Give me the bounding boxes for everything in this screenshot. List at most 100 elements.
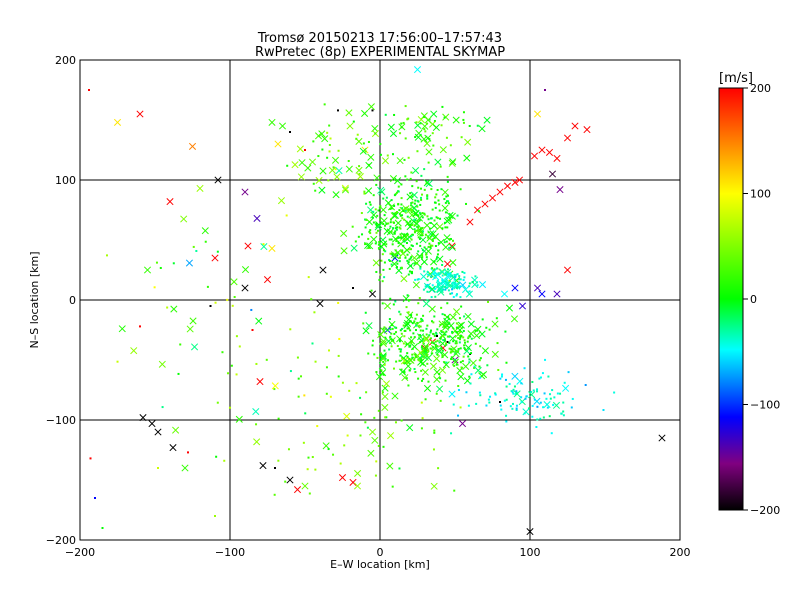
- data-point-dot: [375, 183, 378, 186]
- data-point-cross: [500, 290, 509, 298]
- data-point-dot: [395, 266, 398, 269]
- data-point-cross: [417, 348, 425, 357]
- data-point-cross: [430, 268, 438, 276]
- data-point-cross: [268, 244, 276, 252]
- data-point-dot: [431, 284, 434, 287]
- data-point-dot: [325, 366, 328, 369]
- data-point-dot: [235, 335, 238, 338]
- data-point-dot: [159, 266, 162, 269]
- data-point-dot: [390, 345, 393, 348]
- data-point-dot: [441, 227, 444, 230]
- data-point-cross: [450, 345, 458, 353]
- data-point-cross: [382, 380, 391, 388]
- data-point-dot: [457, 388, 460, 391]
- data-point-cross: [318, 130, 326, 138]
- data-point-dot: [463, 344, 466, 347]
- data-point-dot: [398, 310, 401, 313]
- data-point-cross: [478, 125, 486, 133]
- data-point-cross: [441, 320, 449, 328]
- data-point-cross: [548, 170, 557, 178]
- data-point-cross: [286, 476, 294, 484]
- data-point-cross: [422, 342, 430, 351]
- data-point-dot: [419, 227, 422, 230]
- data-point-dot: [383, 349, 386, 352]
- data-point-dot: [307, 276, 310, 279]
- data-point-cross: [478, 280, 487, 289]
- data-point-dot: [337, 301, 340, 304]
- data-point-dot: [105, 254, 108, 257]
- data-point-dot: [520, 382, 523, 385]
- data-point-dot: [413, 218, 416, 221]
- data-point-dot: [542, 406, 545, 409]
- data-point-dot: [403, 218, 406, 221]
- data-point-dot: [297, 377, 300, 380]
- data-point-dot: [327, 448, 330, 451]
- data-point-dot: [474, 329, 477, 332]
- data-point-cross: [553, 154, 561, 162]
- data-point-cross: [383, 227, 391, 235]
- data-point-dot: [372, 221, 375, 224]
- data-point-dot: [403, 233, 406, 236]
- data-point-dot: [376, 229, 379, 232]
- data-point-dot: [406, 253, 409, 256]
- data-point-cross: [274, 140, 282, 148]
- data-point-cross: [474, 366, 482, 374]
- data-point-cross: [319, 266, 327, 274]
- data-point-dot: [375, 224, 378, 227]
- data-point-cross: [439, 146, 447, 154]
- data-point-cross: [434, 271, 442, 279]
- data-point-dot: [407, 273, 410, 276]
- data-point-dot: [434, 340, 437, 343]
- data-point-cross: [255, 317, 263, 325]
- data-point-dot: [367, 237, 370, 240]
- data-point-cross: [488, 194, 497, 202]
- data-point-dot: [195, 249, 198, 252]
- data-point-cross: [416, 226, 424, 235]
- data-point-dot: [515, 407, 518, 410]
- data-point-dot: [398, 236, 401, 239]
- data-point-dot: [396, 262, 399, 265]
- data-point-cross: [556, 186, 564, 194]
- data-point-cross: [533, 110, 542, 118]
- data-point-cross: [401, 374, 409, 382]
- data-point-dot: [434, 206, 437, 209]
- data-point-dot: [417, 278, 420, 281]
- data-point-dot: [414, 353, 417, 356]
- data-point-dot: [426, 194, 429, 197]
- data-point-dot: [404, 105, 407, 108]
- data-point-cross: [483, 116, 491, 124]
- data-point-dot: [155, 261, 158, 264]
- data-point-dot: [361, 233, 364, 236]
- data-point-dot: [559, 392, 562, 395]
- data-point-dot: [412, 332, 415, 335]
- data-point-cross: [510, 315, 519, 323]
- data-point-dot: [284, 480, 287, 483]
- data-point-dot: [255, 423, 258, 426]
- data-point-dot: [316, 425, 319, 428]
- data-point-dot: [440, 331, 443, 334]
- x-tick-label: 0: [377, 546, 384, 559]
- data-point-cross: [365, 322, 373, 330]
- data-point-cross: [563, 134, 572, 142]
- data-point-dot: [394, 227, 397, 230]
- data-point-dot: [520, 396, 523, 399]
- data-point-dot: [398, 340, 401, 343]
- data-point-cross: [528, 391, 536, 399]
- data-point-dot: [379, 143, 382, 146]
- data-point-dot: [399, 214, 402, 217]
- data-point-cross: [379, 206, 387, 214]
- data-point-dot: [416, 229, 419, 232]
- data-point-dot: [346, 434, 349, 437]
- data-point-dot: [443, 326, 446, 329]
- data-point-dot: [375, 371, 378, 374]
- data-point-dot: [411, 195, 414, 198]
- data-point-dot: [505, 414, 508, 417]
- data-point-dot: [433, 201, 436, 204]
- data-point-dot: [515, 404, 518, 407]
- data-point-dot: [503, 399, 506, 402]
- data-point-dot: [419, 341, 422, 344]
- data-point-dot: [404, 209, 407, 212]
- data-point-dot: [398, 338, 401, 341]
- data-point-dot: [434, 274, 437, 277]
- data-point-dot: [548, 415, 551, 418]
